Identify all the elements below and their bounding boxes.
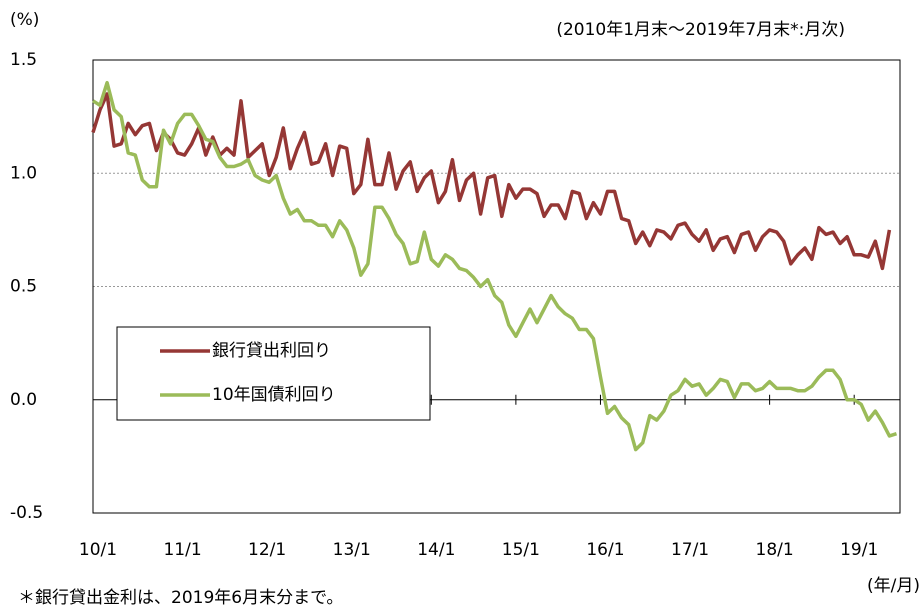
x-tick-label: 17/1 xyxy=(671,540,709,560)
x-tick-label: 14/1 xyxy=(417,540,455,560)
x-tick-label: 18/1 xyxy=(756,540,794,560)
x-tick-label: 12/1 xyxy=(248,540,286,560)
y-tick-label: 0.5 xyxy=(10,277,37,297)
x-tick-label: 13/1 xyxy=(333,540,371,560)
y-tick-label: -0.5 xyxy=(10,503,43,523)
data-line xyxy=(92,80,898,452)
y-unit: (%) xyxy=(10,10,39,30)
x-unit: (年/月) xyxy=(867,576,920,596)
x-tick-label: 10/1 xyxy=(79,540,117,560)
plot-frame xyxy=(92,59,901,514)
x-tick-label: 19/1 xyxy=(840,540,878,560)
subtitle: (2010年1月末～2019年7月末*:月次) xyxy=(556,20,845,40)
x-tick-label: 16/1 xyxy=(586,540,624,560)
legend-box xyxy=(116,326,431,421)
y-tick-label: 1.5 xyxy=(10,50,37,70)
y-tick-label: 0.0 xyxy=(10,390,37,410)
x-tick-label: 11/1 xyxy=(163,540,201,560)
x-tick-label: 15/1 xyxy=(502,540,540,560)
footnote: ＊銀行貸出金利は、2019年6月末分まで。 xyxy=(18,588,343,607)
data-line xyxy=(91,92,892,271)
y-tick-label: 1.0 xyxy=(10,163,37,183)
legend-label: 銀行貸出利回り xyxy=(212,341,331,361)
legend-label: 10年国債利回り xyxy=(212,385,336,405)
